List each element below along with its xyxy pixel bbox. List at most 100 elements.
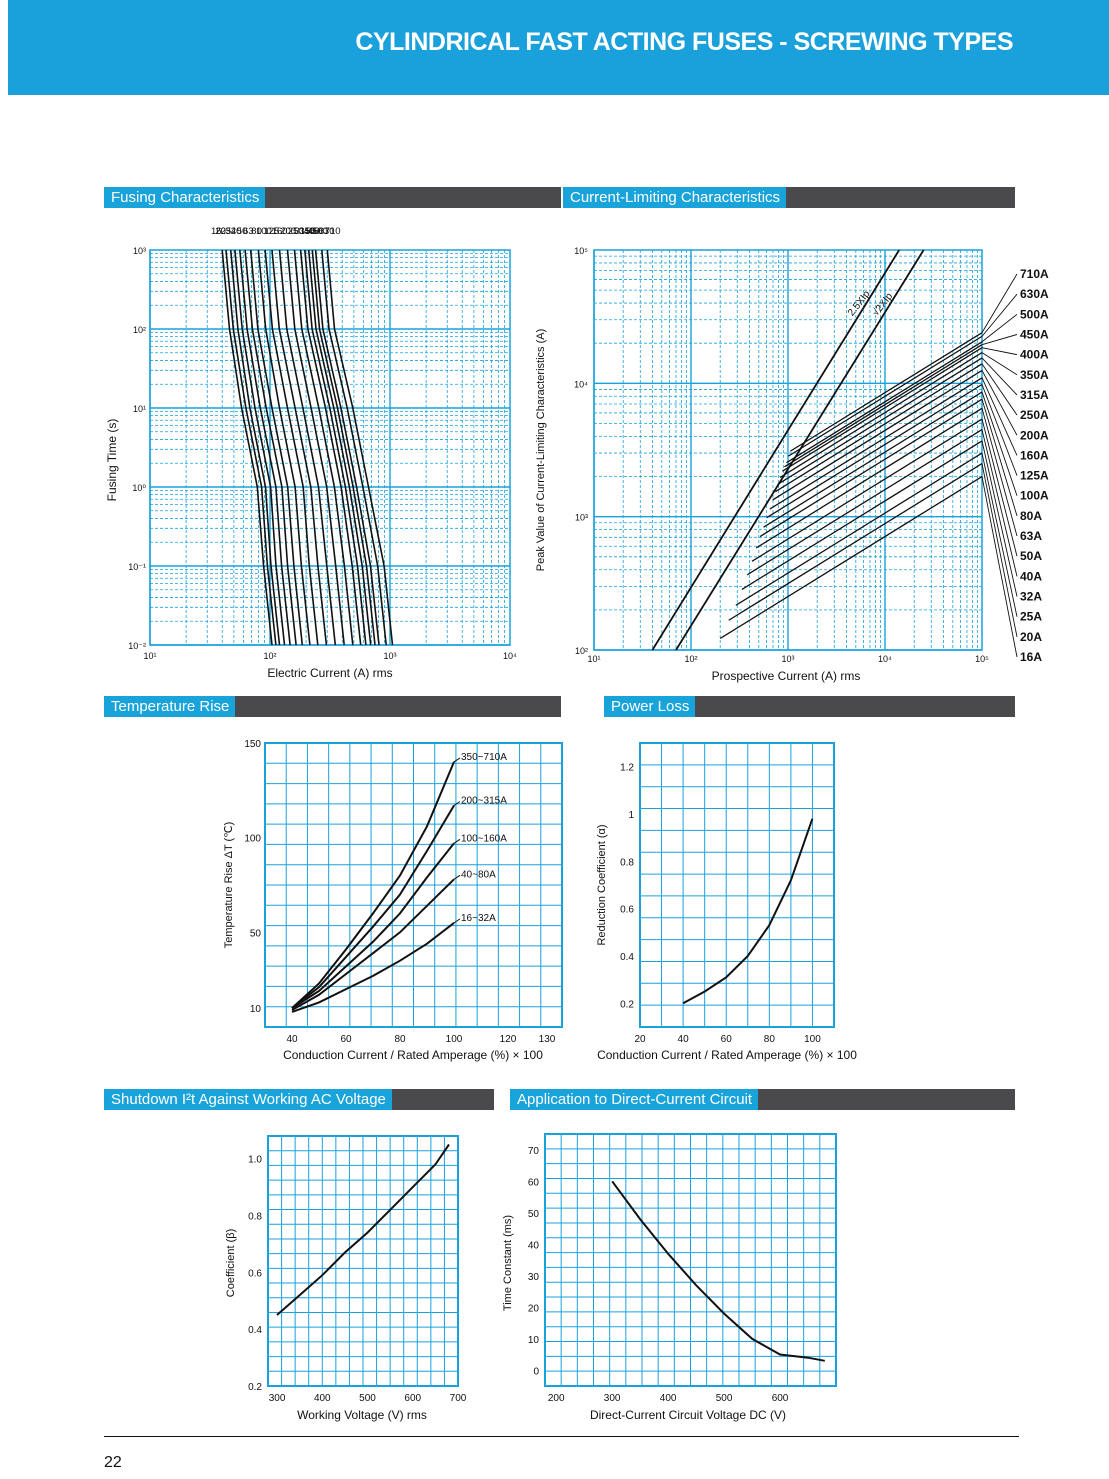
rating-label-25: 25: [221, 226, 232, 237]
leader-line: [981, 452, 1018, 617]
y-tick-label: 0.2: [620, 999, 634, 1010]
temperature-chart: 350~710A 200~315A 100~160A 40~80A 16~32A 40 60…: [223, 739, 563, 1062]
x-tick-label: 500: [716, 1393, 733, 1404]
y-tick-label: 20: [528, 1303, 540, 1314]
series-label: 40~80A: [461, 869, 496, 880]
fusing-curve-500: [314, 249, 380, 646]
leader-line: [981, 273, 1018, 333]
leader-line: [981, 377, 1018, 456]
y-tick-label: 40: [528, 1240, 540, 1251]
x-tick-label: 10⁴: [878, 654, 892, 664]
plot-frame: [267, 1135, 459, 1387]
y-tick-label: 0.2: [248, 1382, 262, 1393]
rating-label-400A: 400A: [1020, 348, 1049, 362]
x-axis-label: Working Voltage (V) rms: [297, 1408, 427, 1422]
limiting-curve-200A: [772, 369, 983, 501]
leader-line: [981, 399, 1018, 517]
fusing-curve-50: [244, 249, 297, 646]
x-tick-label: 40: [678, 1034, 690, 1045]
fusing-curve-400: [307, 249, 372, 646]
x-tick-label: 100: [804, 1034, 821, 1045]
limiting-curve-500A: [786, 341, 983, 464]
dc-curve: [611, 1180, 825, 1362]
rating-label-16A: 16A: [1020, 650, 1042, 664]
limiting-curve-315A: [777, 357, 983, 485]
leader-line: [981, 363, 1018, 416]
limiting-curve-32A: [741, 440, 983, 590]
section-title-fusing: Fusing Characteristics: [104, 187, 266, 208]
limiting-curve-40A: [746, 429, 983, 576]
y-tick-label: 0: [533, 1366, 539, 1377]
power-loss-curve: [682, 818, 814, 1005]
x-tick-label: 200: [548, 1393, 565, 1404]
y-tick-label: 30: [528, 1272, 540, 1283]
x-tick-label: 10³: [781, 654, 794, 664]
x-tick-label: 60: [340, 1034, 352, 1045]
y-tick-label: 10: [250, 1004, 262, 1015]
y-tick-label: 0.8: [620, 857, 634, 868]
x-tick-label: 120: [500, 1034, 517, 1045]
rating-label-250: 250: [288, 226, 304, 237]
y-tick-label: 50: [528, 1209, 540, 1220]
rating-label-63A: 63A: [1020, 529, 1042, 543]
x-tick-label: 80: [764, 1034, 776, 1045]
x-tick-label: 100: [446, 1034, 463, 1045]
fusing-curve-16: [221, 249, 273, 646]
rating-label-350A: 350A: [1020, 368, 1049, 382]
fusing-curve-250: [293, 249, 354, 646]
limiting-chart: 2.5XIp√2XIp710A630A500A450A400A350A315A2…: [535, 246, 1049, 683]
y-tick-label: 10³: [133, 246, 146, 256]
rating-label-500A: 500A: [1020, 307, 1049, 321]
y-tick-label: 100: [244, 834, 261, 845]
power-loss-chart: 20 40 60 80 100 1.2 1 0.8 0.6 0.4 0.2 Conduction Cu…: [596, 742, 857, 1062]
rating-label-20A: 20A: [1020, 630, 1042, 644]
y-tick-label: 70: [528, 1146, 540, 1157]
section-bar-temperature: Temperature Rise: [104, 696, 561, 717]
rating-label-450: 450: [308, 226, 324, 237]
rating-label-32: 32: [225, 226, 236, 237]
x-tick-label: 600: [772, 1393, 789, 1404]
limiting-curve-250A: [774, 363, 983, 493]
rating-label-450A: 450A: [1020, 327, 1049, 341]
limiting-curve-630A: [788, 335, 983, 457]
y-axis-label: Peak Value of Current-Limiting Character…: [535, 329, 547, 572]
x-tick-label: 600: [404, 1393, 421, 1404]
fusing-curve-63: [249, 249, 304, 646]
x-tick-label: 700: [450, 1393, 467, 1404]
series-label: 100~160A: [461, 833, 507, 844]
section-bar-limiting: Current-Limiting Characteristics: [563, 187, 1015, 208]
rating-label-125A: 125A: [1020, 469, 1049, 483]
section-bar-shutdown: Shutdown I²t Against Working AC Voltage: [104, 1089, 494, 1110]
rating-label-50: 50: [237, 226, 248, 237]
shutdown-chart: 300 400 500 600 700 1.0 0.8 0.6 0.4 0.2 Working Vo…: [225, 1135, 467, 1422]
reference-line: [675, 249, 925, 651]
series-label: 200~315A: [461, 795, 507, 806]
y-tick-label: 10⁻¹: [128, 562, 146, 572]
x-tick-label: 20: [634, 1034, 646, 1045]
x-tick-label: 40: [286, 1034, 298, 1045]
plot-frame: [264, 742, 563, 1028]
leader-line: [981, 418, 1018, 557]
rating-label-40: 40: [231, 226, 242, 237]
section-title-dc: Application to Direct-Current Circuit: [510, 1089, 759, 1110]
rating-label-710A: 710A: [1020, 267, 1049, 281]
y-tick-label: 1.2: [620, 763, 634, 774]
fusing-curve-160: [278, 249, 337, 646]
x-tick-label: 10²: [684, 654, 697, 664]
limiting-curve-16A: [719, 475, 983, 640]
fusing-curve-125: [271, 249, 328, 646]
page-number: 22: [104, 1454, 122, 1471]
x-axis-label: Prospective Current (A) rms: [712, 669, 861, 683]
fusing-curve-450: [311, 249, 376, 646]
rating-label-200: 200: [280, 226, 296, 237]
y-tick-label: 50: [250, 928, 262, 939]
rating-label-40A: 40A: [1020, 569, 1042, 583]
section-title-power-loss: Power Loss: [604, 696, 696, 717]
x-tick-label: 400: [660, 1393, 677, 1404]
rating-label-315: 315: [295, 226, 311, 237]
section-bar-power-loss: Power Loss: [604, 696, 1015, 717]
rating-label-160: 160: [272, 226, 288, 237]
x-axis-label: Conduction Current / Rated Amperage (%) …: [283, 1048, 543, 1062]
temperature-curve: [291, 878, 455, 1011]
y-tick-label: 0.6: [620, 905, 634, 916]
